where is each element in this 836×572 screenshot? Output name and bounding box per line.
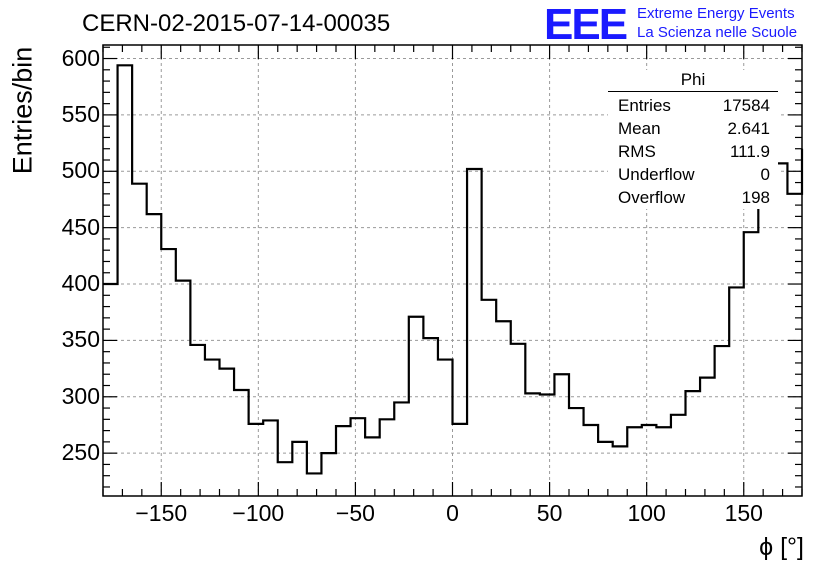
stats-box: Phi Entries 17584 Mean 2.641 RMS 111.9 U… [608,70,778,209]
x-tick-label: −50 [335,500,375,526]
grid-lines [103,45,802,496]
stats-label: Overflow [618,188,686,207]
stats-row-overflow: Overflow 198 [608,186,778,209]
stats-value: 111.9 [729,142,770,161]
stats-row-entries: Entries 17584 [608,94,778,117]
x-tick-label: 150 [724,500,763,526]
x-tick-label: −150 [135,500,188,526]
stats-row-underflow: Underflow 0 [608,163,778,186]
x-tick-label: 50 [536,500,563,526]
stats-value: 17584 [722,96,770,115]
stats-value: 2.641 [727,119,770,138]
logo-subtitle-2: La Scienza nelle Scuole [637,24,798,41]
eee-logo: EEE [544,0,628,49]
stats-label: Entries [618,96,671,115]
stats-value: 0 [760,165,770,184]
run-title: CERN-02-2015-07-14-00035 [82,10,391,37]
histogram-series [103,64,804,475]
x-axis-label: ϕ [°] [759,533,804,561]
stats-value: 198 [741,188,770,207]
stats-label: Underflow [618,165,695,184]
y-tick-label: 250 [61,439,100,466]
stats-row-mean: Mean 2.641 [608,117,778,140]
x-tick-label: 0 [446,500,459,526]
stats-label: RMS [618,142,656,161]
y-tick-label: 400 [61,270,100,297]
stats-row-rms: RMS 111.9 [608,140,778,163]
x-tick-label: 100 [627,500,666,526]
x-tick-label: −100 [232,500,285,526]
y-tick-label: 350 [61,326,100,353]
stats-title: Phi [608,70,778,92]
y-tick-label: 300 [61,382,100,409]
y-tick-label: 450 [61,213,100,240]
stats-label: Mean [618,119,661,138]
logo-subtitle-1: Extreme Energy Events [637,5,795,22]
y-tick-label: 550 [61,100,100,127]
y-tick-label: 600 [61,44,100,71]
y-tick-label: 500 [61,157,100,184]
